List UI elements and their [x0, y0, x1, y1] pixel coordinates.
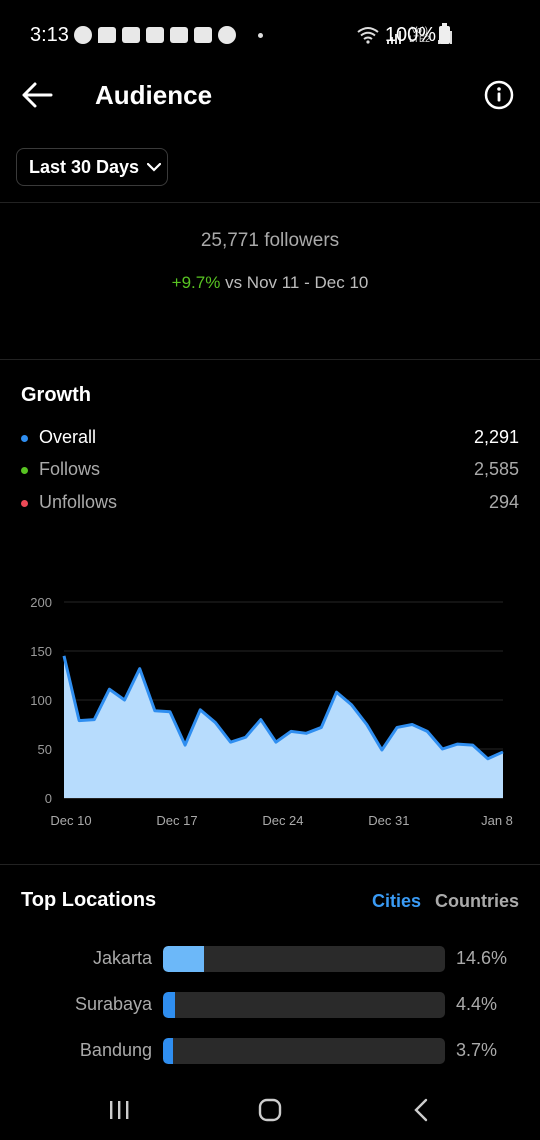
volte-label: Vo)) [411, 25, 428, 35]
legend-unfollows: Unfollows 294 [21, 492, 519, 516]
location-bar-fill [163, 1038, 174, 1064]
page-title: Audience [95, 80, 213, 110]
change-percent: +9.7% [171, 273, 221, 292]
date-range-label: Last 30 Days [29, 156, 140, 177]
back-nav-icon[interactable] [412, 1098, 430, 1122]
youtube-icon [146, 27, 164, 43]
youtube-icon [170, 27, 188, 43]
location-name: Jakarta [92, 948, 152, 968]
location-name: Bandung [79, 1040, 152, 1060]
growth-title: Growth [21, 384, 91, 406]
followers-change: +9.7% vs Nov 11 - Dec 10 [0, 273, 540, 293]
follows-dot [21, 467, 28, 474]
location-bar-track [163, 946, 445, 972]
compare-period: vs Nov 11 - Dec 10 [225, 273, 369, 292]
legend-label: Follows [39, 459, 101, 479]
divider [0, 202, 540, 203]
x-tick-label: Dec 17 [156, 813, 197, 828]
divider [0, 864, 540, 865]
tab-cities[interactable]: Cities [372, 891, 422, 911]
legend-label: Unfollows [39, 492, 118, 512]
system-nav-bar [0, 1080, 540, 1140]
youtube-icon [122, 27, 140, 43]
chevron-down-icon [147, 162, 162, 172]
signal-icon [387, 31, 402, 44]
location-bar-fill [163, 992, 176, 1018]
legend-label: Overall [39, 427, 97, 447]
wifi-icon [357, 27, 379, 44]
notification-icons [74, 26, 263, 44]
series-line [62, 655, 504, 761]
location-percent: 4.4% [456, 994, 498, 1014]
x-tick-label: Dec 10 [50, 813, 91, 828]
series-area [64, 655, 503, 798]
status-bar: 3:13 Vo)) LTE2 100% [0, 0, 540, 70]
battery-percent: 100% [384, 24, 436, 46]
y-tick-label: 100 [30, 693, 52, 708]
chat-icon [98, 27, 116, 43]
status-time: 3:13 [30, 24, 69, 46]
whatsapp-icon [74, 26, 92, 44]
y-tick-label: 50 [38, 742, 52, 757]
home-icon[interactable] [258, 1098, 282, 1122]
system-indicators: Vo)) LTE2 [357, 26, 452, 44]
youtube-icon [194, 27, 212, 43]
divider [0, 359, 540, 360]
legend-follows: Follows 2,585 [21, 459, 519, 483]
recent-apps-icon[interactable] [108, 1100, 130, 1120]
x-tick-label: Dec 24 [262, 813, 303, 828]
location-bar-fill [163, 946, 205, 972]
overall-dot [21, 435, 28, 442]
legend-overall: Overall 2,291 [21, 427, 519, 451]
lte-indicator: Vo)) LTE2 [409, 26, 430, 44]
growth-chart[interactable]: 200 150 100 50 0 Dec 10 Dec 17 Dec 24 Dec 31 Jan … [0, 580, 540, 840]
date-range-dropdown[interactable]: Last 30 Days [16, 148, 168, 186]
network-label: LTE2 [409, 34, 430, 44]
legend-value: 294 [488, 492, 519, 512]
location-percent: 14.6% [456, 948, 508, 968]
location-row: Jakarta 14.6% [0, 946, 540, 972]
y-tick-label: 150 [30, 644, 52, 659]
legend-value: 2,585 [473, 459, 519, 479]
y-tick-label: 0 [45, 791, 52, 806]
location-name: Surabaya [74, 994, 152, 1014]
x-tick-label: Dec 31 [368, 813, 409, 828]
back-arrow-icon[interactable] [20, 80, 54, 110]
location-bar-track [163, 1038, 445, 1064]
location-bar-track [163, 992, 445, 1018]
y-tick-label: 200 [30, 595, 52, 610]
legend-value: 2,291 [473, 427, 519, 447]
info-icon[interactable] [484, 80, 514, 110]
location-row: Surabaya 4.4% [0, 992, 540, 1018]
battery-icon [439, 23, 450, 44]
more-notifications-dot [258, 32, 263, 38]
tab-countries[interactable]: Countries [434, 891, 519, 911]
google-icon [218, 26, 236, 44]
top-locations-title: Top Locations [21, 889, 157, 911]
location-percent: 3.7% [456, 1040, 498, 1060]
followers-count: 25,771 followers [200, 230, 340, 251]
x-tick-label: Jan 8 [481, 813, 513, 828]
unfollows-dot [21, 500, 28, 507]
location-row: Bandung 3.7% [0, 1038, 540, 1064]
